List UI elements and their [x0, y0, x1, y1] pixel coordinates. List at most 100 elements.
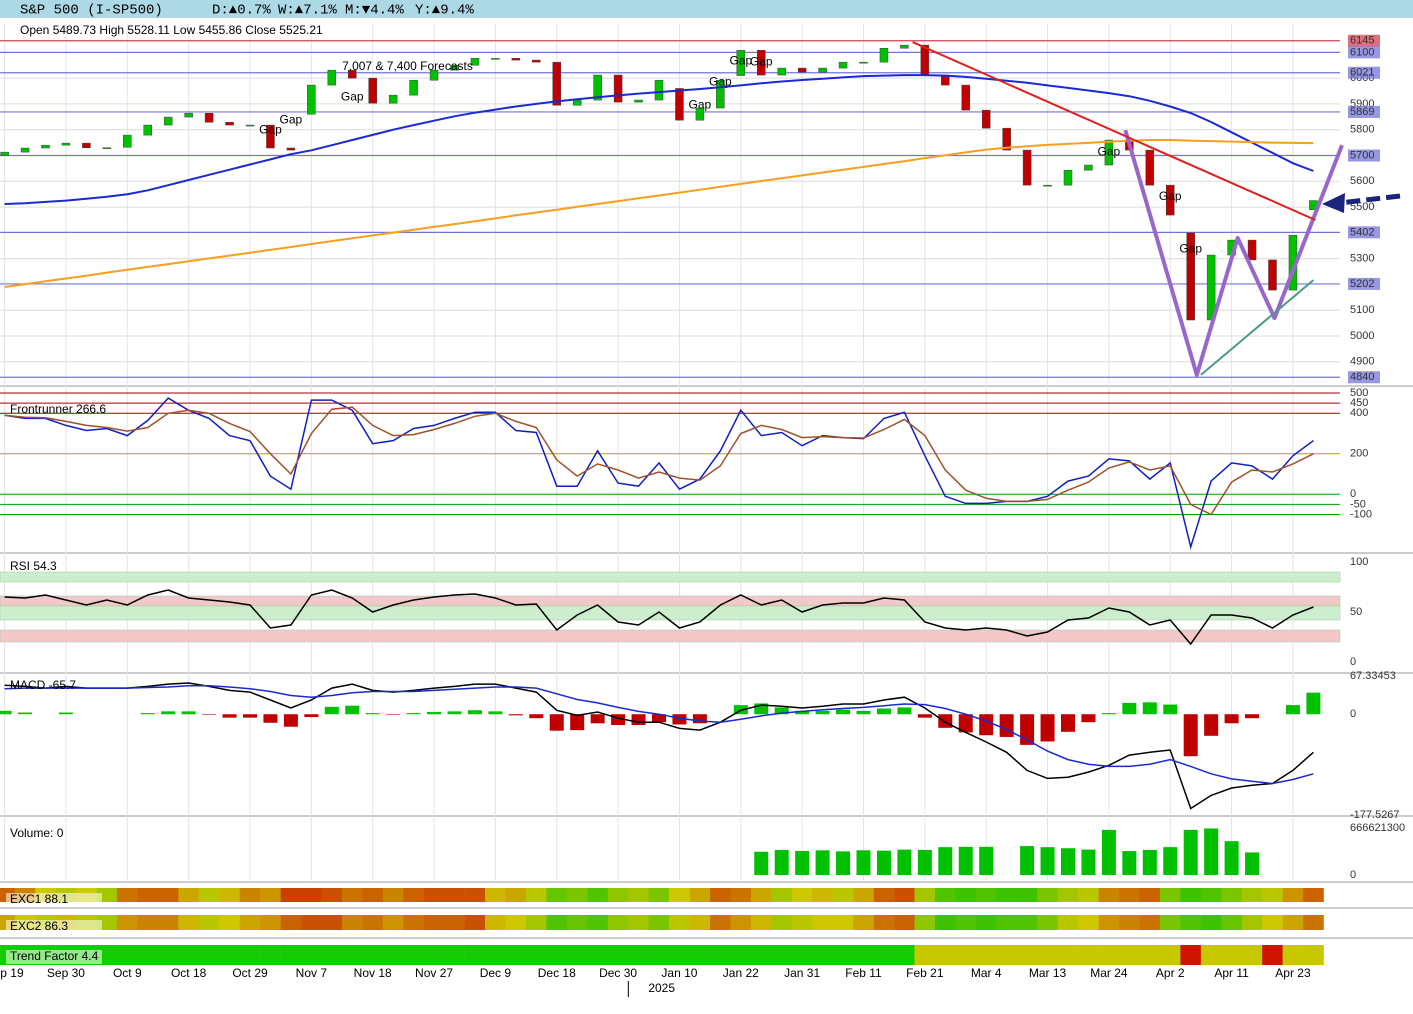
heat-cell — [1139, 888, 1161, 902]
candle — [225, 121, 234, 126]
heat-cell — [1037, 915, 1058, 930]
bar — [1122, 851, 1137, 875]
x-tick-label: Jan 10 — [661, 966, 697, 980]
arrow-shaft — [1339, 193, 1401, 206]
y-tick-label: 5000 — [1350, 330, 1374, 342]
arrow — [1322, 193, 1401, 213]
heat-cell — [1159, 915, 1181, 930]
y-tick-label: 67.33453 — [1350, 670, 1396, 682]
heat-cell — [832, 888, 854, 902]
heat-cell — [894, 915, 915, 930]
heat-cell — [1262, 945, 1283, 965]
annotation: Gap — [1098, 144, 1121, 158]
heat-cell — [791, 915, 813, 930]
heat-cell — [403, 915, 424, 930]
bar — [917, 714, 932, 718]
heat-cell — [321, 915, 343, 930]
y-tick-label: 500 — [1350, 387, 1368, 399]
heat-cell — [403, 888, 424, 902]
heat-cell — [198, 888, 220, 902]
arrow-head — [1322, 193, 1345, 213]
heat-cell — [485, 945, 506, 965]
heat-cell — [485, 888, 506, 902]
heat-cell — [791, 888, 813, 902]
level-label: 6100 — [1350, 46, 1374, 58]
heat-cell — [1262, 915, 1283, 930]
annotation: Gap — [729, 53, 752, 67]
annotation: Gap — [709, 74, 732, 88]
heat-cell — [914, 888, 936, 902]
bar — [836, 851, 851, 875]
bar — [467, 710, 482, 715]
heat-cell — [198, 945, 220, 965]
bar — [161, 711, 176, 715]
heat-cell — [873, 888, 895, 902]
bar — [1122, 702, 1137, 715]
heat-cell — [750, 945, 772, 965]
bar — [1204, 714, 1219, 736]
bar — [529, 714, 544, 719]
heat-cell — [710, 945, 731, 965]
heat-cell — [423, 915, 445, 930]
bar — [243, 714, 257, 718]
candle — [429, 69, 439, 81]
bar — [1183, 714, 1198, 757]
candle — [818, 67, 827, 73]
bar — [631, 714, 646, 726]
bar — [304, 714, 319, 718]
candle — [777, 67, 786, 76]
heat-cell — [260, 945, 281, 965]
candle — [675, 88, 684, 121]
level-label: 5402 — [1350, 226, 1374, 238]
candle — [1043, 184, 1052, 187]
heat-cell — [1016, 915, 1038, 930]
bar — [1081, 849, 1096, 875]
x-tick-label: Sep 19 — [0, 966, 24, 980]
heat-cell — [464, 915, 486, 930]
heat-cell — [1303, 915, 1324, 930]
heat-cell — [1098, 888, 1120, 902]
panel-title: EXC2 86.3 — [10, 919, 68, 933]
heat-cell — [628, 888, 649, 902]
heat-cell — [464, 945, 486, 965]
bar — [1040, 714, 1055, 742]
annotation: Gap — [1179, 241, 1202, 255]
heat-cell — [689, 945, 711, 965]
bar — [652, 714, 666, 723]
heat-cell — [566, 915, 588, 930]
y-tick-label: -100 — [1350, 508, 1372, 520]
heat-cell — [260, 888, 281, 902]
candle — [695, 107, 705, 121]
heat-cell — [1098, 945, 1120, 965]
heat-cell — [832, 915, 854, 930]
heat-cell — [894, 888, 915, 902]
heat-cell — [546, 915, 568, 930]
heat-cell — [975, 888, 997, 902]
bar — [1163, 847, 1178, 875]
candle — [532, 59, 541, 63]
panel-title: RSI 54.3 — [10, 559, 57, 573]
heat-cell — [362, 945, 384, 965]
candle — [348, 69, 357, 79]
heat-cell — [955, 945, 977, 965]
heat-cell — [607, 888, 629, 902]
heat-cell — [1119, 915, 1140, 930]
heat-cell — [996, 888, 1018, 902]
bar — [1020, 714, 1035, 745]
annotation: Gap — [1159, 189, 1182, 203]
candle — [286, 147, 296, 151]
annotation: Gap — [750, 54, 773, 68]
band — [0, 571, 1341, 583]
candle — [1084, 164, 1093, 171]
year-label: 2025 — [648, 981, 675, 995]
heat-cell — [628, 945, 649, 965]
heat-cell — [1016, 945, 1038, 965]
bar — [1183, 829, 1198, 875]
heat-cell — [587, 888, 609, 902]
heat-cell — [914, 915, 936, 930]
bar — [958, 714, 973, 733]
bar — [897, 707, 912, 715]
y-tick-label: 100 — [1350, 556, 1368, 568]
y-tick-label: -177.5267 — [1350, 809, 1400, 821]
y-tick-label: 4900 — [1350, 356, 1374, 368]
